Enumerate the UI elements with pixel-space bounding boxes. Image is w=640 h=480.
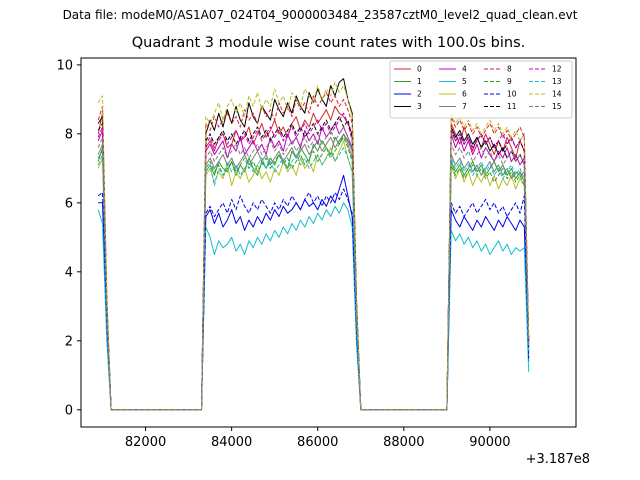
- series-line-6: [97, 140, 530, 411]
- legend-label-3: 3: [417, 102, 422, 111]
- legend-label-8: 8: [507, 65, 512, 74]
- legend-label-7: 7: [462, 102, 467, 111]
- series-line-4: [97, 123, 530, 411]
- legend-label-9: 9: [507, 77, 512, 86]
- chart-title: Quadrant 3 module wise count rates with …: [131, 35, 526, 51]
- series-line-2: [98, 174, 530, 411]
- x-tick-label: 90000: [469, 435, 510, 450]
- series-lines: [97, 78, 530, 411]
- y-axis: 0 2 4 6 8 10: [56, 58, 81, 418]
- legend-label-11: 11: [507, 102, 517, 111]
- series-line-15: [97, 126, 530, 411]
- x-tick-label: 82000: [125, 435, 166, 450]
- series-line-8: [97, 92, 530, 411]
- y-tick-label: 8: [65, 127, 73, 142]
- legend-label-0: 0: [417, 65, 422, 74]
- series-line-13: [97, 147, 530, 411]
- legend-label-14: 14: [552, 90, 562, 99]
- series-line-12: [97, 112, 530, 411]
- legend-label-15: 15: [552, 102, 562, 111]
- legend-label-2: 2: [417, 90, 422, 99]
- legend-label-6: 6: [462, 90, 467, 99]
- y-tick-label: 4: [65, 265, 73, 280]
- y-tick-label: 0: [65, 403, 73, 418]
- series-line-10: [97, 188, 530, 411]
- x-tick-label: 88000: [383, 435, 424, 450]
- legend-box: [389, 60, 573, 119]
- series-line-5: [97, 202, 530, 411]
- y-tick-label: 6: [65, 196, 73, 211]
- x-axis-offset-label: +3.187e8: [525, 452, 590, 467]
- legend-label-1: 1: [417, 77, 422, 86]
- x-tick-label: 86000: [297, 435, 338, 450]
- legend-label-12: 12: [552, 65, 562, 74]
- axes-frame: [80, 57, 577, 428]
- legend-label-5: 5: [462, 77, 467, 86]
- x-axis: 82000 84000 86000 88000 90000: [125, 427, 511, 450]
- y-tick-label: 10: [56, 58, 73, 73]
- x-tick-label: 84000: [211, 435, 252, 450]
- series-line-1: [97, 133, 530, 411]
- series-line-9: [97, 136, 530, 411]
- legend-label-13: 13: [552, 77, 562, 86]
- series-line-14: [97, 81, 530, 411]
- legend-label-4: 4: [462, 65, 467, 74]
- y-tick-label: 2: [65, 334, 73, 349]
- figure-suptitle: Data file: modeM0/AS1A07_024T04_90000034…: [62, 8, 578, 22]
- legend-label-10: 10: [507, 90, 517, 99]
